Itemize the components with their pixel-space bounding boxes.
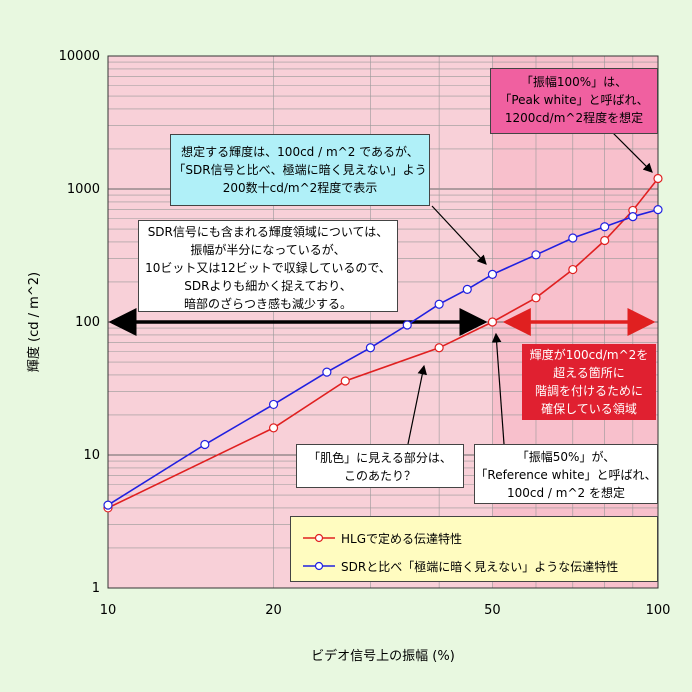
- x-tick-label: 10: [100, 603, 117, 618]
- data-point: [531, 293, 541, 303]
- legend-swatch-hlg: [303, 533, 335, 543]
- y-tick-label: 1: [92, 581, 100, 596]
- y-tick-label: 100: [75, 315, 100, 330]
- series-line-0: [107, 178, 659, 509]
- data-point: [268, 399, 279, 410]
- data-point: [568, 264, 578, 275]
- callout-exceed-region: 輝度が100cd/m^2を 超える箇所に 階調を付けるために 確保している領域: [522, 344, 656, 420]
- callout-reference-white: 「振幅50%」が、 「Reference white」と呼ばれ、 100cd /…: [474, 444, 658, 504]
- y-axis-title: 輝度 (cd / m^2): [26, 272, 42, 372]
- legend-item-sdr: SDRと比べ「極端に暗く見えない」ような伝達特性: [301, 557, 618, 575]
- series-line-1: [107, 208, 659, 506]
- data-point: [487, 317, 498, 327]
- callout-skin-tone: 「肌色」に見える部分は、 このあたり？: [296, 444, 464, 488]
- leader-ref: [491, 332, 505, 445]
- leader-skin: [407, 364, 428, 445]
- plot-border: [107, 55, 659, 589]
- x-tick-label: 20: [265, 603, 282, 618]
- x-tick-label: 100: [646, 603, 671, 618]
- data-point: [322, 367, 332, 377]
- data-point: [653, 205, 663, 215]
- legend-swatch-sdr: [303, 561, 335, 571]
- data-point: [531, 250, 541, 260]
- callout-assumed-brightness: 想定する輝度は、100cd / m^2 であるが、 「SDR信号と比べ、極端に暗…: [170, 134, 430, 206]
- x-axis-title: ビデオ信号上の振幅 (%): [311, 648, 455, 664]
- data-point: [628, 212, 638, 222]
- legend-item-hlg: HLGで定める伝達特性: [301, 529, 462, 547]
- legend-label-sdr: SDRと比べ「極端に暗く見えない」ような伝達特性: [341, 559, 619, 574]
- data-point: [402, 320, 412, 330]
- callout-sdr-region: SDR信号にも含まれる輝度領域については、 振幅が半分になっているが、 10ビッ…: [138, 220, 398, 312]
- data-point: [434, 343, 444, 353]
- y-tick-label: 10: [83, 448, 100, 463]
- data-point: [487, 269, 498, 279]
- data-point: [434, 299, 444, 309]
- data-point: [462, 284, 472, 294]
- data-point: [365, 343, 376, 353]
- leader-assumed: [431, 205, 487, 265]
- data-point: [568, 233, 578, 243]
- leader-peak: [611, 131, 653, 173]
- x-tick-label: 50: [484, 603, 501, 618]
- legend: HLGで定める伝達特性 SDRと比べ「極端に暗く見えない」ような伝達特性: [290, 516, 658, 582]
- data-point: [600, 222, 610, 232]
- data-point: [103, 500, 113, 510]
- data-point: [340, 376, 350, 386]
- y-tick-label: 1000: [67, 182, 100, 197]
- data-point: [200, 439, 210, 450]
- data-point: [268, 423, 279, 433]
- callout-peak-white: 「振幅100%」は、 「Peak white」と呼ばれ、 1200cd/m^2程…: [490, 68, 658, 134]
- data-point: [653, 173, 663, 184]
- legend-label-hlg: HLGで定める伝達特性: [341, 531, 463, 546]
- data-point: [600, 235, 610, 246]
- y-tick-label: 10000: [59, 49, 100, 64]
